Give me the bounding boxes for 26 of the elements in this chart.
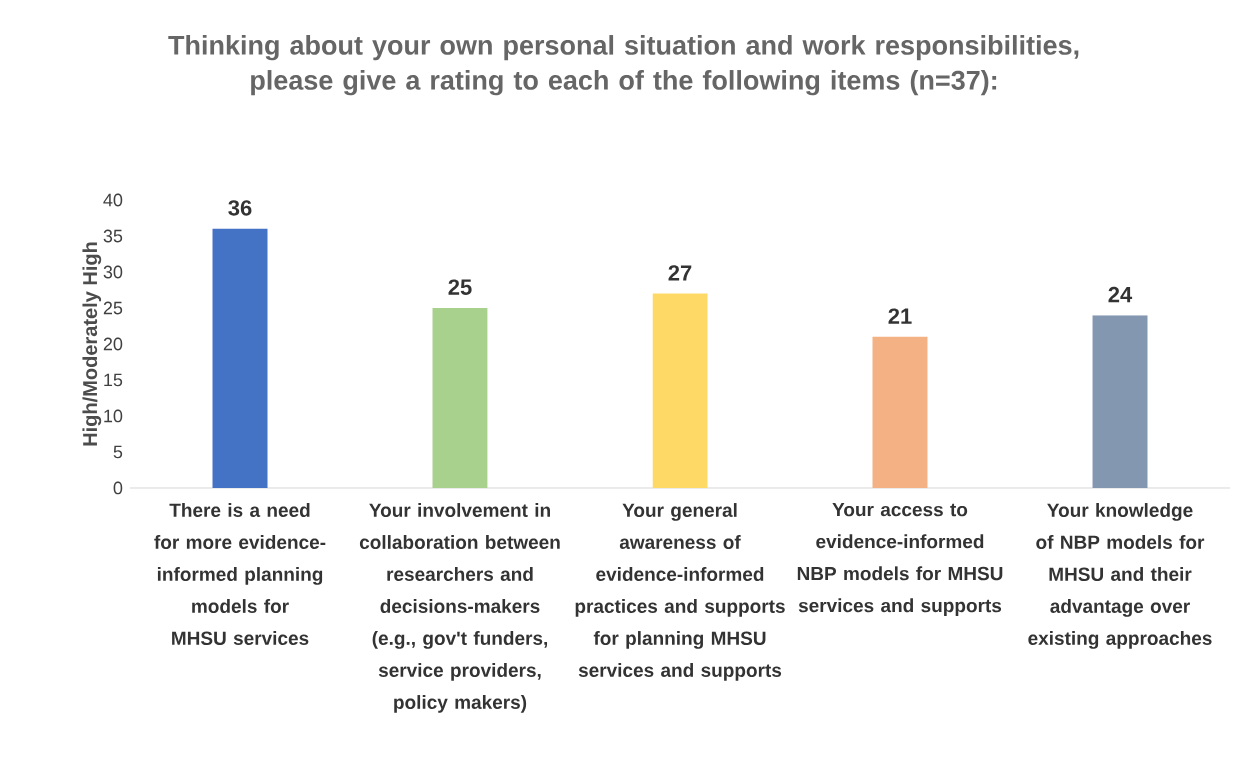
bar (872, 336, 928, 488)
data-label: 27 (668, 265, 692, 281)
bar (1092, 315, 1148, 488)
chart-title: Thinking about your own personal situation and work responsibilities, please give a rating to each of the following items (n=37): (168, 35, 1079, 96)
bar (652, 293, 708, 488)
x-tick-label: Your general awareness of evidence-informed practices and supports for planning MHSU services and supports (575, 503, 785, 681)
data-label: 36 (228, 200, 252, 216)
y-tick-label: 20 (103, 337, 123, 351)
data-label: 24 (1108, 286, 1133, 303)
y-tick-label: 25 (103, 301, 123, 315)
x-tick-label: Your access to evidence-informed NBP models for MHSU services and supports (797, 503, 1003, 617)
bar (432, 307, 488, 488)
data-label: 21 (888, 308, 912, 324)
y-tick-label: 15 (104, 373, 123, 387)
y-tick-label: 30 (103, 265, 123, 279)
data-label: 25 (448, 279, 472, 295)
y-tick-label: 0 (113, 481, 123, 495)
y-tick-label: 5 (113, 445, 123, 459)
x-tick-label: Your knowledge of NBP models for MHSU and their advantage over existing approaches (1028, 503, 1212, 649)
y-tick-label: 10 (104, 409, 123, 423)
bar (212, 228, 268, 488)
x-tick-label: Your involvement in collaboration between researchers and decisions-makers (e.g., gov't funders, service providers, policy makers) (359, 503, 560, 713)
y-tick-label: 40 (103, 193, 123, 207)
x-tick-label: There is a need for more evidence-informed planning models for MHSU services (154, 503, 326, 646)
y-axis-title: High/Moderately High (82, 242, 102, 446)
y-tick-label: 35 (103, 229, 123, 243)
